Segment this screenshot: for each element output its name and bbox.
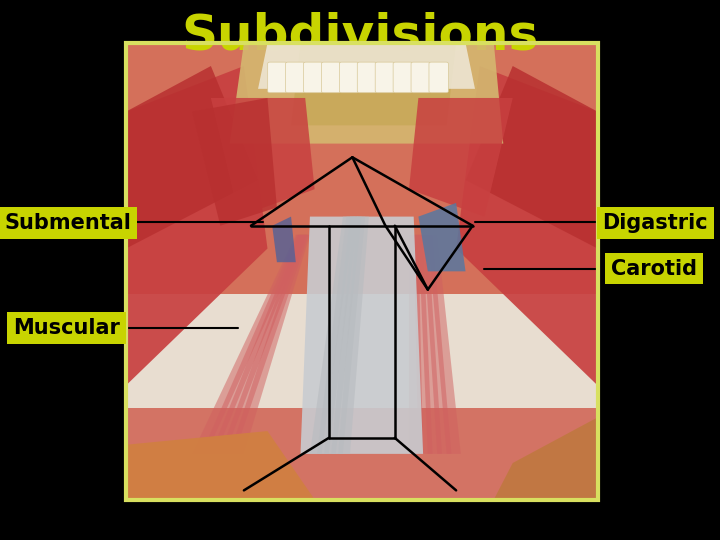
Polygon shape (126, 43, 598, 294)
FancyBboxPatch shape (304, 62, 323, 93)
FancyBboxPatch shape (393, 62, 413, 93)
FancyBboxPatch shape (268, 62, 287, 93)
FancyBboxPatch shape (429, 62, 449, 93)
Polygon shape (466, 66, 598, 248)
Polygon shape (211, 98, 315, 217)
Polygon shape (494, 417, 598, 500)
Polygon shape (414, 235, 433, 454)
Polygon shape (409, 235, 423, 454)
Polygon shape (409, 98, 513, 217)
FancyBboxPatch shape (357, 62, 377, 93)
Polygon shape (192, 98, 277, 226)
Polygon shape (338, 217, 369, 454)
Text: Carotid: Carotid (611, 259, 697, 279)
Polygon shape (423, 235, 451, 454)
Polygon shape (202, 235, 307, 454)
Text: Submental: Submental (4, 213, 132, 233)
Text: Digastric: Digastric (603, 213, 708, 233)
Polygon shape (428, 235, 461, 454)
Polygon shape (192, 235, 305, 454)
FancyBboxPatch shape (126, 43, 598, 500)
Polygon shape (418, 203, 466, 271)
Polygon shape (272, 217, 296, 262)
Polygon shape (291, 43, 456, 125)
Polygon shape (211, 235, 307, 454)
Polygon shape (230, 43, 503, 144)
Polygon shape (324, 217, 361, 454)
Polygon shape (126, 248, 598, 500)
Polygon shape (230, 235, 310, 454)
Polygon shape (456, 66, 598, 386)
FancyBboxPatch shape (375, 62, 395, 93)
FancyBboxPatch shape (286, 62, 305, 93)
FancyBboxPatch shape (339, 62, 359, 93)
Polygon shape (220, 235, 309, 454)
Text: Subdivisions: Subdivisions (181, 11, 539, 59)
Polygon shape (126, 66, 268, 386)
Polygon shape (418, 235, 442, 454)
Polygon shape (331, 217, 365, 454)
Polygon shape (317, 217, 359, 454)
Text: Muscular: Muscular (13, 318, 120, 338)
FancyBboxPatch shape (411, 62, 431, 93)
FancyBboxPatch shape (321, 62, 341, 93)
Polygon shape (310, 217, 355, 454)
Polygon shape (126, 408, 598, 500)
Polygon shape (258, 43, 475, 89)
Polygon shape (126, 66, 258, 248)
Polygon shape (300, 217, 423, 454)
Polygon shape (126, 431, 315, 500)
